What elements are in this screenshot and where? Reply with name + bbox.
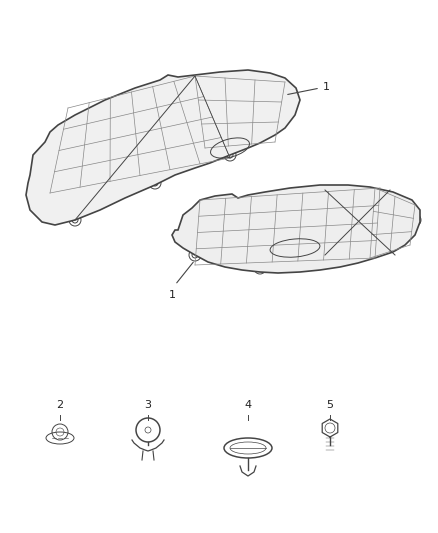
Text: 1: 1 <box>169 290 176 300</box>
Text: 5: 5 <box>326 400 333 410</box>
Text: 3: 3 <box>145 400 152 410</box>
Polygon shape <box>172 185 420 273</box>
Text: 4: 4 <box>244 400 251 410</box>
Text: 1: 1 <box>323 82 330 92</box>
Text: 2: 2 <box>57 400 64 410</box>
Polygon shape <box>26 70 300 225</box>
